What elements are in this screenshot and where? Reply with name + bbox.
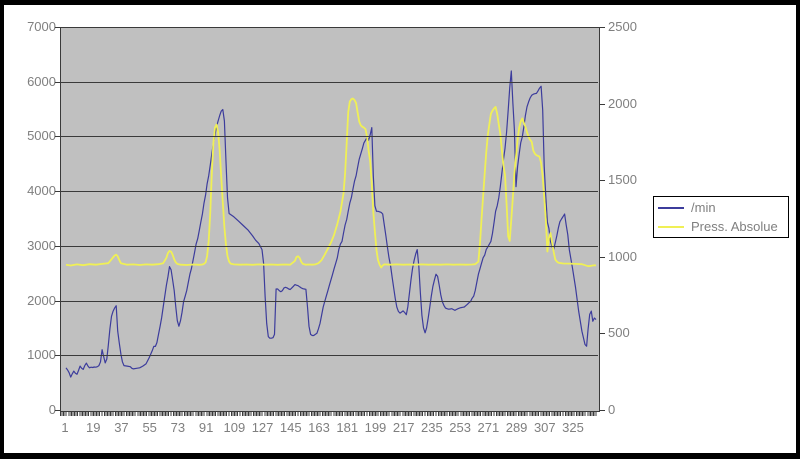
legend-entry: Press. Absolue <box>658 219 784 235</box>
y2-axis-tick <box>599 333 605 335</box>
x-axis-tick-label: 127 <box>251 420 274 435</box>
gridline <box>60 355 598 357</box>
x-axis-tick-label: 109 <box>223 420 246 435</box>
legend-marker-line-press-absolue <box>658 225 684 228</box>
x-axis-tick-label: 37 <box>114 420 129 435</box>
x-axis-tick-label: 271 <box>477 420 500 435</box>
x-axis-tick-label: 217 <box>392 420 415 435</box>
y-axis-tick-label: 3000 <box>27 237 56 253</box>
y-axis-tick-label: 0 <box>48 402 56 417</box>
series-line-press-absolue <box>65 97 597 269</box>
x-axis-tick-label: 289 <box>505 420 528 435</box>
x-axis-tick-label: 199 <box>364 420 387 435</box>
chart-canvas: /min Press. Absolue 0 1000 2000 3000 4000 500… <box>4 5 796 453</box>
y-axis-tick-label: 7000 <box>27 19 56 34</box>
series-lines <box>65 70 597 378</box>
y-axis-tick-label: 1000 <box>27 347 56 363</box>
x-axis-tick-label: 181 <box>336 420 359 435</box>
y2-axis-tick <box>599 103 605 105</box>
y-axis-tick <box>55 245 60 247</box>
y-axis-tick <box>55 136 60 138</box>
y-axis-tick-label: 5000 <box>27 128 56 144</box>
x-axis-tick-label: 253 <box>449 420 471 435</box>
gridline <box>60 136 598 138</box>
x-axis-tick-label: 307 <box>533 420 556 435</box>
y-axis-tick <box>55 410 60 411</box>
y2-axis-tick-label: 1500 <box>608 172 637 188</box>
y-axis-tick <box>55 300 60 302</box>
y2-axis-tick-label: 1000 <box>608 248 637 264</box>
y-axis-tick <box>55 81 60 83</box>
y-axis-tick-label: 4000 <box>27 183 56 199</box>
y2-axis-tick <box>599 410 605 411</box>
y-axis-tick <box>55 27 60 28</box>
legend: /min Press. Absolue <box>653 196 789 238</box>
y2-axis-tick-label: 500 <box>608 325 630 341</box>
series-line-min <box>65 70 597 378</box>
y-axis-tick-label: 6000 <box>27 73 56 89</box>
y2-axis-tick-label: 0 <box>608 402 616 417</box>
x-axis-tick-label: 145 <box>279 420 302 435</box>
x-axis-tick-label: 163 <box>308 420 330 435</box>
y2-axis-tick <box>599 27 605 28</box>
legend-marker-line-min <box>658 206 684 209</box>
y-axis-tick <box>55 191 60 193</box>
gridline <box>60 300 598 302</box>
y2-axis-tick-label: 2500 <box>608 19 637 34</box>
x-axis-tick-label: 55 <box>142 420 157 435</box>
y2-axis-tick <box>599 256 605 258</box>
x-axis-tick-label: 325 <box>562 420 584 435</box>
x-axis-minor-ticks <box>60 411 598 416</box>
x-axis-tick-label: 235 <box>421 420 443 435</box>
legend-label: /min <box>691 200 716 215</box>
y2-axis-tick-label: 2000 <box>608 95 637 111</box>
gridline <box>60 81 598 83</box>
x-axis-tick-label: 91 <box>198 420 214 435</box>
gridline <box>60 191 598 193</box>
y-axis-tick-label: 2000 <box>27 292 56 308</box>
x-axis-tick-label: 19 <box>85 420 101 435</box>
x-axis-tick-label: 1 <box>61 420 69 435</box>
legend-entry: /min <box>658 200 784 216</box>
gridline <box>60 245 598 247</box>
x-axis-tick-label: 73 <box>170 420 186 435</box>
legend-label: Press. Absolue <box>691 219 778 234</box>
y-axis-tick <box>55 355 60 357</box>
y2-axis-tick <box>599 180 605 182</box>
